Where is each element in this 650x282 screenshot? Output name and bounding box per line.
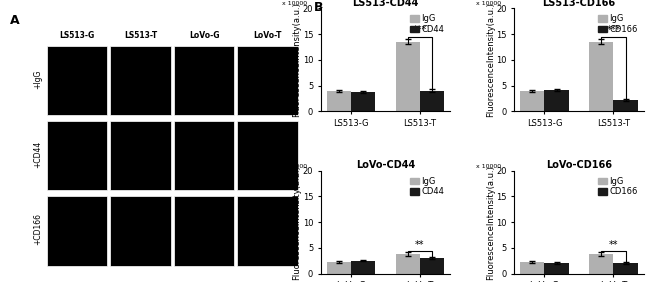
Text: x 10000: x 10000 xyxy=(282,1,307,6)
Polygon shape xyxy=(111,46,171,115)
Bar xyxy=(590,254,614,274)
Legend: IgG, CD44: IgG, CD44 xyxy=(409,13,446,36)
Polygon shape xyxy=(237,196,298,266)
Polygon shape xyxy=(174,121,234,190)
Polygon shape xyxy=(237,121,298,190)
Polygon shape xyxy=(174,46,234,115)
Bar xyxy=(545,90,569,111)
Text: x 10000: x 10000 xyxy=(282,164,307,169)
Text: LS513-G: LS513-G xyxy=(59,31,95,40)
Text: LS513-T: LS513-T xyxy=(124,31,157,40)
Polygon shape xyxy=(47,121,107,190)
Text: **: ** xyxy=(415,240,424,250)
Bar xyxy=(351,261,375,274)
Bar xyxy=(520,91,545,111)
Text: x 10000: x 10000 xyxy=(476,164,501,169)
Title: LS513-CD44: LS513-CD44 xyxy=(352,0,419,8)
Y-axis label: FluorescenceIntensity(a.u.): FluorescenceIntensity(a.u.) xyxy=(292,165,302,280)
Text: ***: *** xyxy=(606,25,621,35)
Y-axis label: FluorescenceIntensity(a.u.): FluorescenceIntensity(a.u.) xyxy=(292,2,302,117)
Title: LoVo-CD166: LoVo-CD166 xyxy=(546,160,612,170)
Polygon shape xyxy=(111,196,171,266)
Text: B: B xyxy=(315,1,324,14)
Y-axis label: FluorescenceIntensity(a.u.): FluorescenceIntensity(a.u.) xyxy=(486,165,495,280)
Bar xyxy=(396,42,420,111)
Text: +IgG: +IgG xyxy=(33,69,42,89)
Bar xyxy=(351,92,375,111)
Legend: IgG, CD166: IgG, CD166 xyxy=(597,175,640,198)
Bar xyxy=(420,91,444,111)
Bar xyxy=(520,262,545,274)
Text: LoVo-T: LoVo-T xyxy=(254,31,282,40)
Title: LoVo-CD44: LoVo-CD44 xyxy=(356,160,415,170)
Text: x 10000: x 10000 xyxy=(476,1,501,6)
Polygon shape xyxy=(174,196,234,266)
Bar xyxy=(327,262,351,274)
Bar xyxy=(614,263,638,274)
Text: **: ** xyxy=(608,240,618,250)
Text: A: A xyxy=(10,14,19,27)
Text: +CD44: +CD44 xyxy=(33,141,42,168)
Y-axis label: FluorescenceIntensity(a.u.): FluorescenceIntensity(a.u.) xyxy=(486,2,495,117)
Text: ***: *** xyxy=(413,25,427,35)
Title: LS513-CD166: LS513-CD166 xyxy=(542,0,616,8)
Bar xyxy=(396,254,420,274)
Legend: IgG, CD44: IgG, CD44 xyxy=(409,175,446,198)
Bar xyxy=(545,263,569,274)
Text: LoVo-G: LoVo-G xyxy=(188,31,219,40)
Bar xyxy=(327,91,351,111)
Legend: IgG, CD166: IgG, CD166 xyxy=(597,13,640,36)
Bar xyxy=(590,42,614,111)
Bar xyxy=(420,258,444,274)
Polygon shape xyxy=(47,46,107,115)
Polygon shape xyxy=(47,196,107,266)
Text: +CD166: +CD166 xyxy=(33,213,42,245)
Bar xyxy=(614,100,638,111)
Polygon shape xyxy=(111,121,171,190)
Polygon shape xyxy=(237,46,298,115)
